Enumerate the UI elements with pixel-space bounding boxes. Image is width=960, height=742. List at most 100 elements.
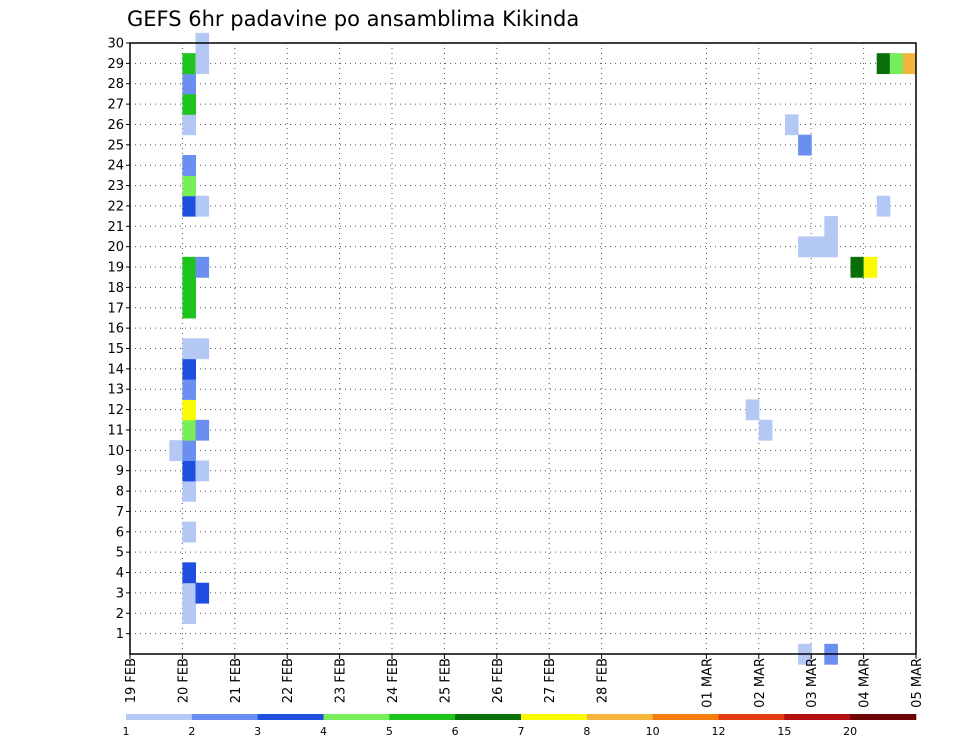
y-tick-label: 2 <box>116 607 124 622</box>
data-cell <box>195 338 210 360</box>
x-tick-label: 03 MAR <box>805 658 820 708</box>
x-tick-label: 01 MAR <box>700 658 715 708</box>
x-tick-label: 27 FEB <box>543 658 558 703</box>
x-tick-label: 28 FEB <box>596 658 611 703</box>
y-tick-label: 6 <box>116 525 124 540</box>
data-cell <box>182 562 196 584</box>
legend-swatch <box>850 714 917 720</box>
data-cell <box>876 53 891 75</box>
data-cell <box>195 582 210 604</box>
x-tick-label: 21 FEB <box>229 658 244 703</box>
data-cell <box>182 297 196 319</box>
data-cell <box>182 480 196 502</box>
x-tick-label: 05 MAR <box>910 658 925 708</box>
data-cell <box>889 53 904 75</box>
data-cell <box>195 256 210 278</box>
data-cell <box>182 379 196 400</box>
y-tick-label: 26 <box>107 118 124 133</box>
data-cells <box>169 32 916 665</box>
x-tick-label: 04 MAR <box>858 658 873 708</box>
y-tick-label: 13 <box>107 383 124 398</box>
y-tick-label: 19 <box>107 261 124 276</box>
data-cell <box>182 73 196 95</box>
legend-swatch <box>455 714 522 720</box>
data-cell <box>182 277 196 299</box>
data-cell <box>182 53 196 75</box>
x-tick-label: 02 MAR <box>753 658 768 708</box>
data-cell <box>798 134 812 156</box>
data-cell <box>182 93 196 115</box>
y-tick-label: 12 <box>107 403 124 418</box>
x-tick-label: 22 FEB <box>281 658 296 703</box>
legend-label: 6 <box>452 725 459 738</box>
data-cell <box>876 195 891 217</box>
data-cell <box>182 521 196 543</box>
data-cell <box>863 256 878 278</box>
legend-swatch <box>586 714 653 720</box>
legend-label: 2 <box>188 725 195 738</box>
legend-label: 12 <box>712 725 726 738</box>
y-tick-label: 27 <box>107 98 124 113</box>
y-tick-label: 4 <box>116 566 124 581</box>
legend-label: 10 <box>646 725 660 738</box>
legend-label: 8 <box>583 725 590 738</box>
y-tick-label: 7 <box>116 505 124 520</box>
data-cell <box>824 236 838 258</box>
y-tick-label: 23 <box>107 179 124 194</box>
data-cell <box>169 440 183 462</box>
y-tick-label: 21 <box>107 220 124 235</box>
y-tick-label: 8 <box>116 485 124 500</box>
data-cell <box>182 460 196 482</box>
legend-label: 1 <box>123 725 130 738</box>
y-tick-label: 18 <box>107 281 124 296</box>
legend-swatch <box>191 714 258 720</box>
legend-swatch <box>389 714 456 720</box>
x-tick-label: 23 FEB <box>334 658 349 703</box>
data-cell <box>182 175 196 197</box>
data-cell <box>182 338 196 360</box>
y-tick-label: 16 <box>107 322 124 337</box>
data-cell <box>798 236 812 258</box>
data-cell <box>195 53 210 75</box>
data-cell <box>745 399 760 421</box>
grid-lines <box>130 42 917 654</box>
data-cell <box>195 419 210 441</box>
legend-label: 20 <box>843 725 857 738</box>
y-tick-label: 28 <box>107 77 124 92</box>
x-tick-label: 20 FEB <box>176 658 191 703</box>
data-cell <box>182 114 196 136</box>
legend-label: 4 <box>320 725 327 738</box>
data-cell <box>182 155 196 176</box>
y-tick-label: 3 <box>116 586 124 601</box>
y-axis: 1234567891011121314151617181920212223242… <box>107 37 130 642</box>
legend-swatch <box>718 714 785 720</box>
data-cell <box>182 399 196 421</box>
data-cell <box>902 53 916 75</box>
y-tick-label: 10 <box>107 444 124 459</box>
x-tick-label: 24 FEB <box>386 658 401 703</box>
data-cell <box>182 358 196 380</box>
chart-title: GEFS 6hr padavine po ansamblima Kikinda <box>127 7 579 31</box>
y-tick-label: 15 <box>107 342 124 357</box>
data-cell <box>824 216 838 237</box>
y-tick-label: 9 <box>116 464 124 479</box>
x-tick-label: 26 FEB <box>491 658 506 703</box>
y-tick-label: 17 <box>107 301 124 316</box>
data-cell <box>182 195 196 217</box>
x-tick-label: 25 FEB <box>438 658 453 703</box>
legend-swatch <box>126 714 193 720</box>
legend-label: 7 <box>518 725 525 738</box>
data-cell <box>850 256 865 278</box>
data-cell <box>182 582 196 604</box>
legend-label: 3 <box>254 725 261 738</box>
legend-swatch <box>521 714 588 720</box>
legend-swatch <box>652 714 719 720</box>
y-tick-label: 5 <box>116 546 124 561</box>
legend-swatch <box>257 714 324 720</box>
data-cell <box>182 419 196 441</box>
legend-swatch <box>784 714 851 720</box>
y-tick-label: 24 <box>107 159 124 174</box>
data-cell <box>182 603 196 624</box>
data-cell <box>182 440 196 462</box>
